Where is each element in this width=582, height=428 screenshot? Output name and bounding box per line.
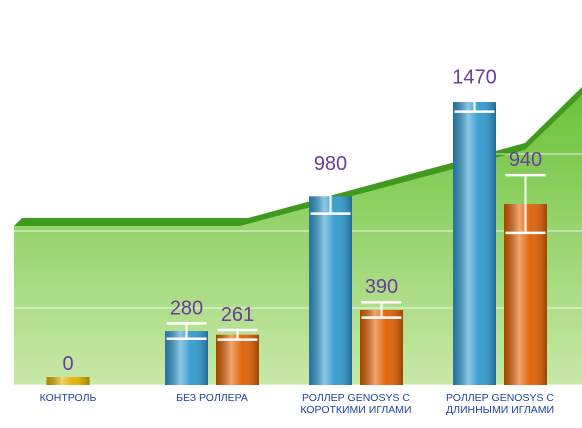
bar-shine xyxy=(360,309,403,385)
bar-shine xyxy=(309,196,352,385)
value-label: 940 xyxy=(509,149,542,171)
bar-shine xyxy=(46,377,90,385)
value-label: 280 xyxy=(170,297,203,319)
background-area xyxy=(14,95,582,385)
bar-shine xyxy=(453,102,496,386)
bar-shine xyxy=(216,334,259,385)
x-tick-label: КОНТРОЛЬ xyxy=(39,392,97,404)
value-label: 390 xyxy=(365,276,398,298)
value-label: 1470 xyxy=(452,66,497,88)
x-tick-label: РОЛЛЕР GENOSYS С КОРОТКИМИ ИГЛАМИ xyxy=(300,392,412,416)
bar-shine xyxy=(165,331,208,385)
bar-shine xyxy=(504,204,547,385)
value-label: 261 xyxy=(221,304,254,326)
x-tick-label: РОЛЛЕР GENOSYS С ДЛИННЫМИ ИГЛАМИ xyxy=(445,392,555,416)
x-tick-label: БЕЗ РОЛЛЕРА xyxy=(176,392,248,404)
value-label: 980 xyxy=(314,153,347,175)
value-label: 0 xyxy=(62,353,73,375)
